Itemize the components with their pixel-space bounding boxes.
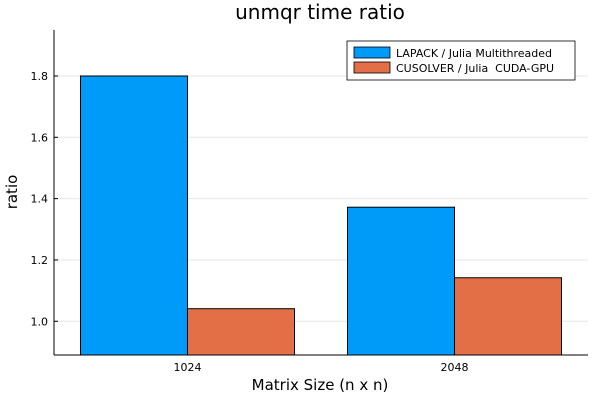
legend-swatch-cusolver <box>353 61 391 74</box>
bar-cusolver-2048 <box>454 277 562 356</box>
legend-label-lapack: LAPACK / Julia Multithreaded <box>396 47 552 60</box>
x-ticks: 1024 2048 <box>174 351 469 374</box>
y-tick-label: 1.0 <box>31 315 49 328</box>
legend: LAPACK / Julia Multithreaded CUSOLVER / … <box>346 40 576 81</box>
bar-cusolver-1024 <box>187 308 295 356</box>
y-axis-label: ratio <box>3 175 21 210</box>
x-tick-label: 2048 <box>441 361 469 374</box>
bars <box>80 75 562 356</box>
y-tick-label: 1.4 <box>31 193 49 206</box>
chart-title: unmqr time ratio <box>235 0 405 24</box>
legend-label-cusolver: CUSOLVER / Julia CUDA-GPU <box>396 62 554 75</box>
bar-lapack-1024 <box>80 75 188 356</box>
y-tick-label: 1.8 <box>31 70 49 83</box>
y-tick-label: 1.6 <box>31 131 49 144</box>
axes <box>53 30 588 356</box>
y-tick-label: 1.2 <box>31 254 49 267</box>
bar-lapack-2048 <box>347 206 455 356</box>
x-axis-label: Matrix Size (n x n) <box>252 376 389 394</box>
x-tick-label: 1024 <box>174 361 202 374</box>
y-ticks: 1.0 1.2 1.4 1.6 1.8 <box>31 70 58 328</box>
legend-swatch-lapack <box>353 46 391 59</box>
